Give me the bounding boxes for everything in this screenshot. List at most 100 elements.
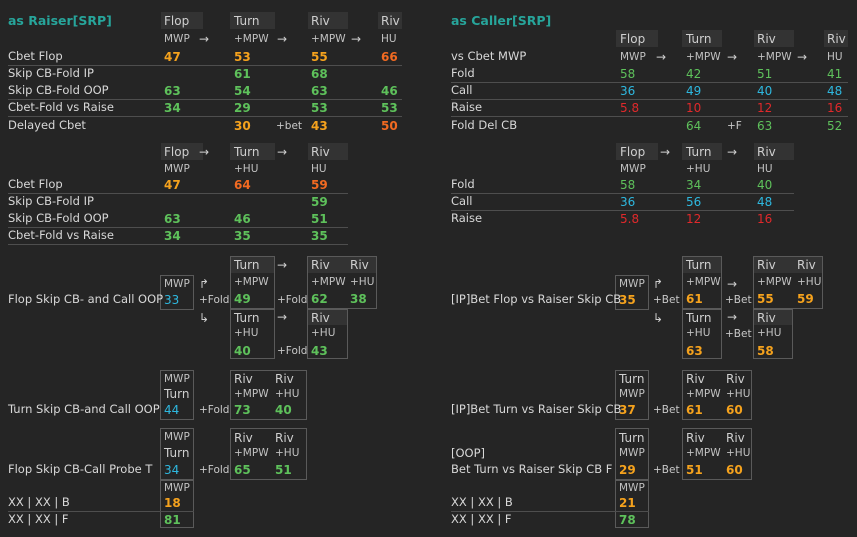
mwp-box [615,275,649,310]
arrow-icon: → [660,145,671,159]
sub-mpw: +MPW [757,51,792,63]
sub-mwp: MWP [619,482,645,494]
header-bg [682,30,722,47]
value: 44 [164,403,180,417]
sub-hu: +HU [350,276,375,288]
value: 33 [164,293,180,307]
row-divider [8,511,194,512]
row-divider [8,116,402,117]
row-label: Delayed Cbet [8,118,86,132]
col-riv: Riv [686,431,705,445]
col-turn: Turn [619,431,645,445]
sub-mwp: MWP [164,431,190,443]
value: 37 [619,403,636,417]
sub-hu: +HU [234,163,259,175]
sub-hu: +HU [311,327,336,339]
col-turn: Turn [234,311,260,325]
value: 63 [757,119,773,133]
arrow-icon: → [727,310,738,324]
value: 34 [164,463,180,477]
action-label: +Fold [199,404,230,416]
arrow-icon: → [199,32,210,46]
sub-mwp: MWP [619,388,645,400]
sub-hu: +HU [726,388,751,400]
row-label: Raise [451,100,483,114]
value: 66 [381,50,398,64]
value: 48 [757,195,773,209]
col-turn: Turn [686,258,712,272]
col-riv: Riv [311,258,330,272]
value: 36 [620,84,636,98]
value: 40 [757,178,773,192]
header-bg [230,12,275,29]
col-riv: Riv [234,372,253,386]
col-turn: Turn [234,145,260,159]
sub-mpw: +MPW [686,388,721,400]
col-riv: Riv [757,258,776,272]
row-label: Call [451,83,473,97]
block-label: Bet Turn vs Raiser Skip CB F [451,462,613,476]
sub-mpw: +MPW [234,447,269,459]
value: 60 [726,463,743,477]
value: 63 [164,212,181,226]
header-bg [161,12,203,29]
value: 16 [757,212,773,226]
value: 36 [620,195,636,209]
value: 49 [234,292,251,306]
row-divider [451,116,848,117]
header-bg [308,143,348,160]
action-label: +Fold [199,294,230,306]
action-label: +Bet [725,328,752,340]
sub-mwp: MWP [164,278,190,290]
block-label: Flop Skip CB- and Call OOP [8,292,164,306]
value: 47 [164,178,181,192]
action-label: +Bet [653,294,680,306]
row-divider [451,82,848,83]
value: 35 [234,229,251,243]
sub-mwp: MWP [164,373,190,385]
value: 59 [311,195,328,209]
col-riv: Riv [311,145,330,159]
header-bg [616,143,658,160]
value: 52 [827,119,843,133]
value: 16 [827,101,843,115]
col-riv: Riv [757,311,776,325]
sub-mwp: MWP [164,163,190,175]
sub-mpw: +MPW [757,276,792,288]
col-turn: Turn [619,372,645,386]
col-riv: Riv [686,372,705,386]
value: 81 [164,513,181,527]
sub-mpw: +MPW [234,33,269,45]
row-label: Fold [451,66,475,80]
value: 40 [234,344,251,358]
col-riv: Riv [275,431,294,445]
col-riv: Riv [381,14,400,28]
value: 35 [311,229,328,243]
col-riv: Riv [757,32,776,46]
row-label: Cbet-Fold vs Raise [8,100,114,114]
value: 34 [164,229,181,243]
row-divider [451,511,649,512]
value: 59 [311,178,328,192]
value: 63 [686,344,703,358]
value: 58 [620,178,636,192]
sub-hu: +HU [757,327,782,339]
col-turn: Turn [234,258,260,272]
header-bg [616,30,658,47]
col-turn: Turn [686,145,712,159]
value: 68 [311,67,328,81]
sub-hu: +HU [686,163,711,175]
sub-hu: +HU [234,327,259,339]
sub-hu: +HU [275,388,300,400]
block-label: [IP]Bet Flop vs Raiser Skip CB [451,292,622,306]
value: 43 [311,344,328,358]
col-turn: Turn [164,387,190,401]
river-box [753,309,793,359]
value: 29 [234,101,251,115]
river-box [230,428,307,480]
header-bg [754,30,794,47]
value: 43 [311,119,328,133]
value: 5.8 [620,212,640,226]
value: 64 [234,178,251,192]
mwp-box [160,480,194,528]
